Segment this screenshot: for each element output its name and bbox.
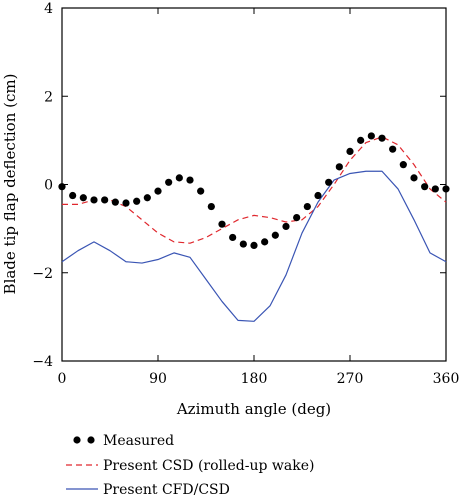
measured-point (90, 196, 98, 204)
measured-point (69, 191, 77, 200)
measured-point (133, 197, 141, 205)
y-tick-label: 4 (44, 1, 53, 17)
measured-point (357, 136, 365, 144)
plot-frame (61, 7, 447, 362)
measured-point (293, 213, 301, 222)
x-tick-label: 270 (337, 371, 364, 387)
measured-point (421, 183, 429, 191)
measured-point (175, 174, 183, 182)
x-tick-label: 180 (241, 371, 268, 387)
measured-point (79, 194, 87, 202)
legend-measured-marker (73, 436, 81, 444)
y-tick-label: 0 (44, 178, 53, 194)
x-tick-label: 90 (149, 371, 167, 387)
measured-point (335, 163, 343, 171)
measured-point (197, 187, 205, 195)
measured-point (154, 187, 162, 195)
legend-measured-label: Measured (103, 433, 174, 449)
measured-point (250, 241, 258, 249)
x-tick-label: 360 (433, 371, 459, 387)
legend-measured-marker (87, 436, 95, 444)
measured-point (442, 185, 450, 193)
measured-point (111, 198, 119, 206)
measured-point (271, 231, 279, 239)
x-tick-label: 0 (58, 371, 67, 387)
legend: Measured Present CSD (rolled-up wake) Pr… (66, 433, 314, 498)
measured-point (143, 194, 151, 202)
measured-point (261, 238, 269, 246)
measured-point (122, 199, 130, 207)
measured-point (303, 202, 311, 211)
measured-point (431, 185, 439, 193)
measured-point (207, 202, 215, 211)
measured-point (101, 196, 109, 204)
measured-point (165, 178, 173, 186)
csd-series-line (62, 136, 447, 244)
measured-point (399, 161, 407, 169)
axis-ticks (61, 7, 447, 362)
measured-point (389, 145, 397, 153)
y-tick-label: −4 (32, 354, 53, 370)
measured-point (325, 178, 333, 186)
y-tick-label: −2 (32, 266, 53, 282)
measured-point (282, 222, 290, 231)
measured-point (229, 233, 237, 242)
legend-cfd-label: Present CFD/CSD (103, 482, 230, 498)
series-markers (58, 132, 450, 249)
y-axis-label: Blade tip flap deflection (cm) (1, 74, 19, 295)
measured-point (410, 174, 418, 182)
measured-point (239, 240, 247, 248)
x-axis-label: Azimuth angle (deg) (176, 400, 331, 418)
legend-csd-label: Present CSD (rolled-up wake) (103, 458, 314, 474)
measured-point (314, 191, 322, 200)
measured-point (378, 134, 386, 142)
series-lines (61, 136, 447, 322)
tick-labels: 0 90 180 270 360 4 2 0 −2 −4 (32, 1, 459, 387)
y-tick-label: 2 (44, 89, 53, 105)
measured-point (346, 147, 354, 156)
cfd-csd-series-line (61, 170, 447, 322)
measured-point (186, 176, 194, 184)
measured-point (218, 220, 226, 228)
measured-point (58, 183, 66, 191)
measured-point (367, 132, 375, 140)
